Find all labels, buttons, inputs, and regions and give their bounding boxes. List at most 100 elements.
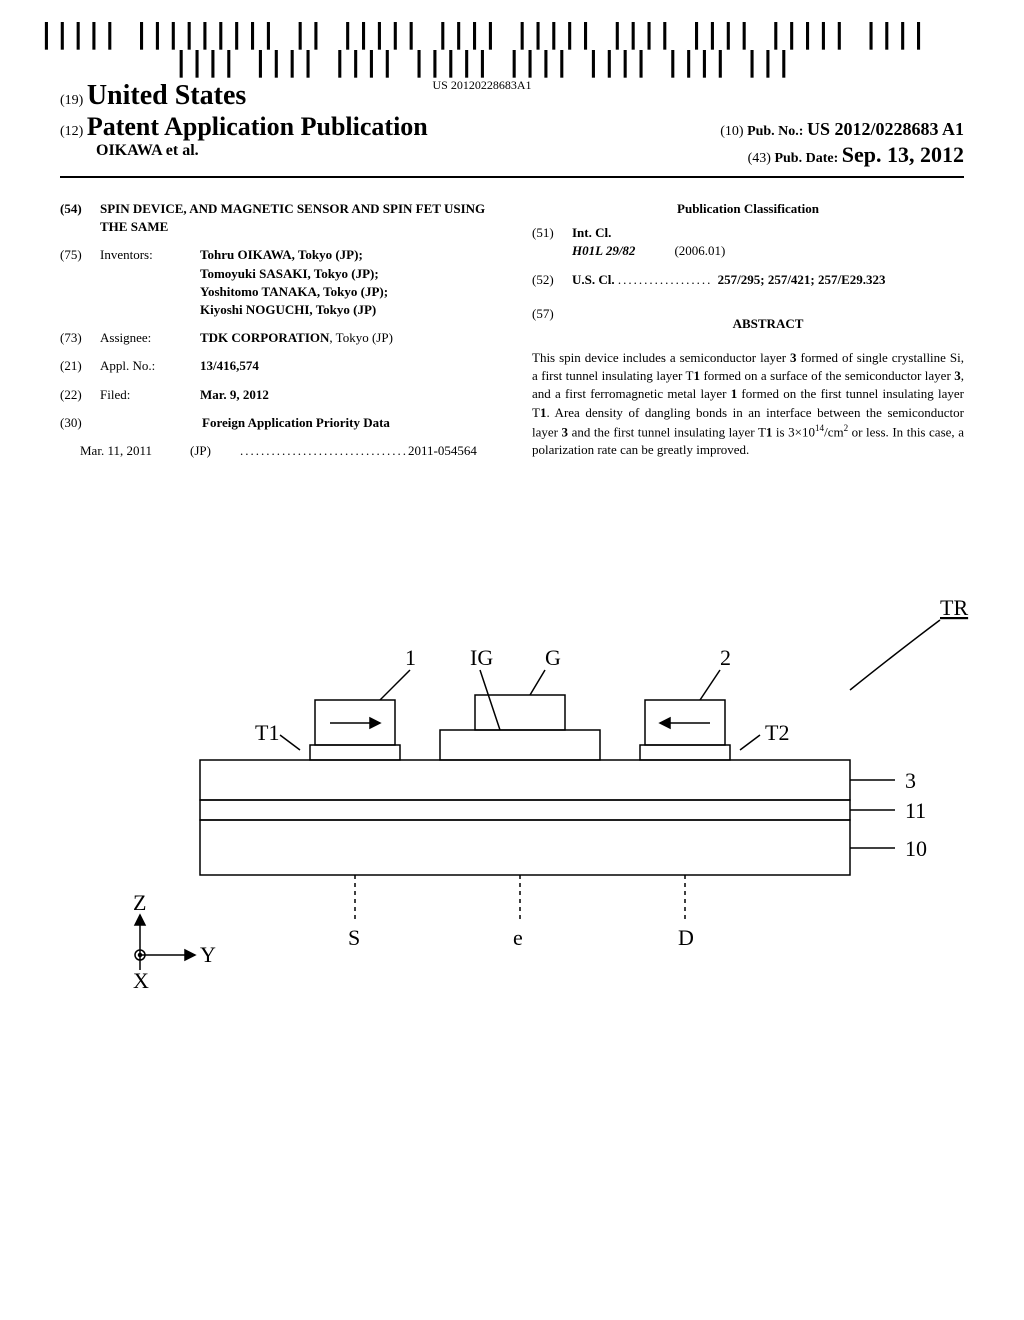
label-g: G [545,645,561,670]
label-1: 1 [405,645,416,670]
uscl-label: U.S. Cl. [572,272,615,287]
priority-heading-row: (30) Foreign Application Priority Data [60,414,492,432]
arrow-1-head [370,718,380,728]
arrow-2-head [660,718,670,728]
pub-no: US 2012/0228683 A1 [807,119,964,139]
prefix-19: (19) [60,93,83,108]
publication-line: (12) Patent Application Publication (10)… [60,112,964,142]
field-num-21: (21) [60,357,100,375]
pub-no-label: Pub. No.: [747,124,803,139]
right-column: Publication Classification (51) Int. Cl.… [532,200,964,470]
assignee-name: TDK CORPORATION [200,330,329,345]
field-num-22: (22) [60,386,100,404]
t2-layer [640,745,730,760]
label-t2: T2 [765,720,789,745]
g-layer [475,695,565,730]
label-d: D [678,925,694,950]
intcl-code: H01L 29/82 [572,243,635,258]
leader-2 [700,670,720,700]
priority-country: (JP) [190,442,240,460]
applno-value: 13/416,574 [200,357,492,375]
filed-value: Mar. 9, 2012 [200,386,492,404]
t1-layer [310,745,400,760]
intcl-block: Int. Cl. H01L 29/82 (2006.01) [572,224,964,260]
label-tr: TR [940,595,968,620]
uscl-dots: .................. [618,272,718,287]
assignee-row: (73) Assignee: TDK CORPORATION, Tokyo (J… [60,329,492,347]
inventor-3: Yoshitomo TANAKA, Tokyo (JP); [200,284,388,299]
intcl-label: Int. Cl. [572,225,611,240]
label-s: S [348,925,360,950]
leader-g [530,670,545,695]
label-x: X [133,968,149,990]
label-11: 11 [905,798,926,823]
left-column: (54) SPIN DEVICE, AND MAGNETIC SENSOR AN… [60,200,492,470]
uscl-value: 257/295; 257/421; 257/E29.323 [718,272,886,287]
figure-svg: TR IG G 1 2 T1 T2 3 11 10 S e D Z Y X [0,590,1024,990]
priority-heading: Foreign Application Priority Data [100,414,492,432]
ig-layer [440,730,600,760]
abs-p1: This spin device includes a semiconducto… [532,350,790,365]
pub-no-block: (10) Pub. No.: US 2012/0228683 A1 [720,119,964,140]
inventors-label: Inventors: [100,246,200,319]
prefix-12: (12) [60,124,83,139]
abs-p3: formed on a surface of the semiconductor… [700,368,954,383]
abs-p8: is 3×10 [772,424,815,439]
layer-11 [200,800,850,820]
field-num-52: (52) [532,271,572,289]
filed-row: (22) Filed: Mar. 9, 2012 [60,386,492,404]
country-name: United States [87,80,246,111]
field-num-54: (54) [60,200,100,236]
layer-3 [200,760,850,800]
figure: TR IG G 1 2 T1 T2 3 11 10 S e D Z Y X [0,590,1024,990]
label-10: 10 [905,836,927,861]
inventor-1: Tohru OIKAWA, Tokyo (JP); [200,247,363,262]
filed-label: Filed: [100,386,200,404]
leader-1 [380,670,410,700]
assignee-value: TDK CORPORATION, Tokyo (JP) [200,329,492,347]
label-e: e [513,925,523,950]
barcode-graphic: ||||| ||||||||| || ||||| |||| ||||| ||||… [0,20,964,76]
assignee-loc: , Tokyo (JP) [329,330,393,345]
field-num-73: (73) [60,329,100,347]
invention-title: SPIN DEVICE, AND MAGNETIC SENSOR AND SPI… [100,200,492,236]
label-z: Z [133,890,146,915]
abstract-heading: ABSTRACT [572,315,964,333]
z-arrow [135,915,145,925]
prefix-43: (43) [748,151,771,166]
applno-row: (21) Appl. No.: 13/416,574 [60,357,492,375]
inventors-row: (75) Inventors: Tohru OIKAWA, Tokyo (JP)… [60,246,492,319]
priority-number: 2011-054564 [408,442,477,460]
abstract-text: This spin device includes a semiconducto… [532,349,964,459]
uscl-row: (52) U.S. Cl. .................. 257/295… [532,271,964,289]
layer-10 [200,820,850,875]
field-num-75: (75) [60,246,100,319]
prefix-10: (10) [720,124,743,139]
abstract-heading-row: (57) ABSTRACT [532,305,964,339]
priority-date: Mar. 11, 2011 [80,442,190,460]
field-num-57: (57) [532,305,572,339]
header-rule [60,176,964,178]
country-line: (19) United States [60,80,964,112]
leader-t1 [280,735,300,750]
inventors-list: Tohru OIKAWA, Tokyo (JP); Tomoyuki SASAK… [200,246,492,319]
priority-data-row: Mar. 11, 2011 (JP) .....................… [60,442,492,460]
label-ig: IG [470,645,493,670]
label-3: 3 [905,768,916,793]
intcl-year: (2006.01) [674,243,725,258]
title-row: (54) SPIN DEVICE, AND MAGNETIC SENSOR AN… [60,200,492,236]
leader-ig [480,670,500,730]
header: (19) United States (12) Patent Applicati… [60,80,964,178]
intcl-row: (51) Int. Cl. H01L 29/82 (2006.01) [532,224,964,260]
pub-date: Sep. 13, 2012 [842,142,964,167]
pub-date-block: (43) Pub. Date: Sep. 13, 2012 [748,142,964,168]
field-num-51: (51) [532,224,572,260]
columns: (54) SPIN DEVICE, AND MAGNETIC SENSOR AN… [60,200,964,470]
applno-label: Appl. No.: [100,357,200,375]
abs-p9: /cm [824,424,844,439]
label-y: Y [200,942,216,967]
priority-dots: ................................ [240,442,408,460]
leader-t2 [740,735,760,750]
inventor-2: Tomoyuki SASAKI, Tokyo (JP); [200,266,379,281]
label-t1: T1 [255,720,279,745]
